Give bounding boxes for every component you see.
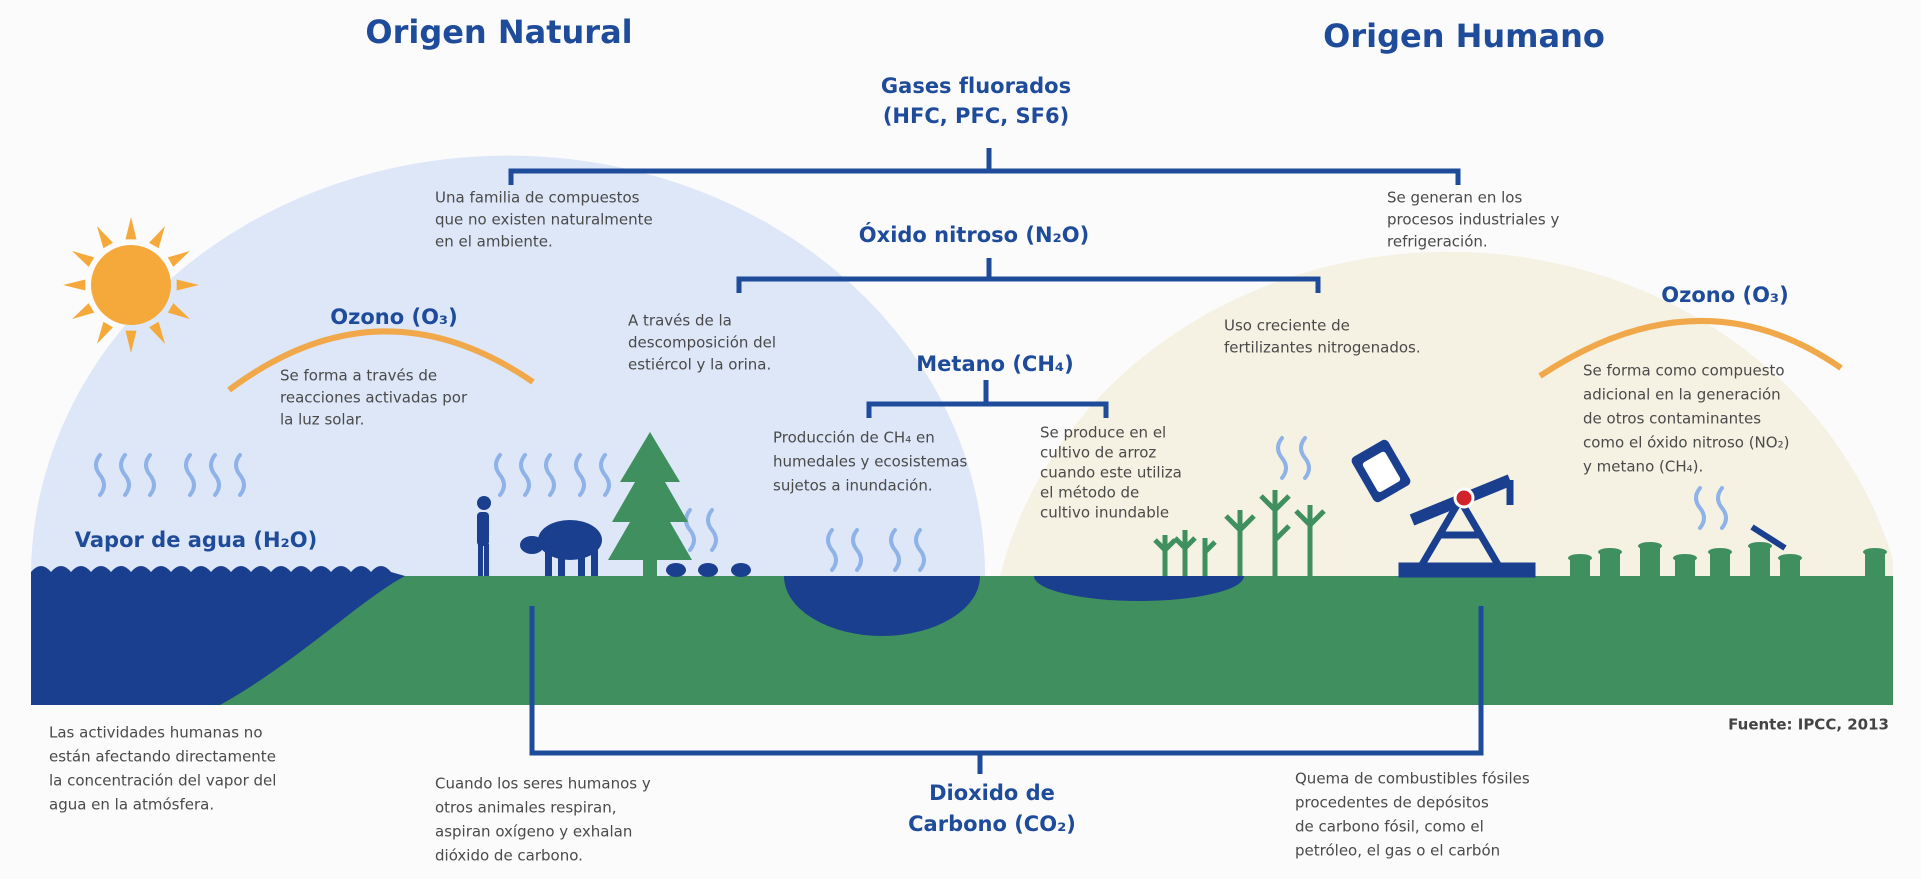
description: Se generan en los (1387, 189, 1522, 207)
cow-part (591, 550, 598, 576)
cow-part (520, 536, 544, 554)
description: el método de (1040, 484, 1139, 502)
oil-pump-part (1402, 566, 1532, 574)
description: adicional en la generación (1583, 386, 1781, 404)
title: Origen Natural (365, 13, 632, 51)
description: Uso creciente de (1224, 317, 1350, 335)
description: de carbono fósil, como el (1295, 818, 1484, 836)
description: y metano (CH₄). (1583, 458, 1703, 476)
stump (1640, 546, 1660, 576)
description: cuando este utiliza (1040, 464, 1182, 482)
heading: Carbono (CO₂) (908, 812, 1076, 836)
stump-top (1778, 554, 1802, 562)
heading: Vapor de agua (H₂O) (75, 528, 317, 552)
description: petróleo, el gas o el carbón (1295, 842, 1500, 860)
stump-top (1748, 542, 1772, 550)
heading: Ozono (O₃) (1661, 283, 1788, 307)
manure-part (731, 563, 751, 577)
stump-top (1708, 548, 1732, 556)
description: sujetos a inundación. (773, 477, 933, 495)
person-part (477, 512, 489, 546)
heading: Ozono (O₃) (330, 305, 457, 329)
cow-part (578, 550, 585, 576)
description: Se forma a través de (280, 367, 437, 385)
stump-top (1598, 548, 1622, 556)
description: Cuando los seres humanos y (435, 775, 651, 793)
description: en el ambiente. (435, 233, 553, 251)
stump-top (1863, 548, 1887, 556)
description: estiércol y la orina. (628, 356, 771, 374)
heading: Metano (CH₄) (916, 352, 1073, 376)
description: agua en la atmósfera. (49, 796, 214, 814)
heading: (HFC, PFC, SF6) (883, 104, 1069, 128)
description: como el óxido nitroso (NO₂) (1583, 434, 1789, 452)
manure (666, 563, 751, 577)
person-part (484, 544, 489, 576)
description: procedentes de depósitos (1295, 794, 1489, 812)
description: cultivo de arroz (1040, 444, 1156, 462)
stump-top (1568, 554, 1592, 562)
source: Fuente: IPCC, 2013 (1728, 716, 1889, 734)
description: procesos industriales y (1387, 211, 1559, 229)
description: Quema de combustibles fósiles (1295, 770, 1530, 788)
stump (1750, 546, 1770, 576)
description: de otros contaminantes (1583, 410, 1761, 428)
person-part (478, 544, 483, 576)
description: que no existen naturalmente (435, 211, 653, 229)
description: aspiran oxígeno y exhalan (435, 823, 632, 841)
description: la concentración del vapor del (49, 772, 276, 790)
stump-top (1638, 542, 1662, 550)
description: refrigeración. (1387, 233, 1488, 251)
heading: Óxido nitroso (N₂O) (859, 222, 1089, 247)
page: Origen Natural Origen Humano Gases fluorad… (0, 0, 1921, 879)
description: la luz solar. (280, 411, 364, 429)
description: otros animales respiran, (435, 799, 617, 817)
tree-part (643, 540, 657, 576)
description: descomposición del (628, 334, 776, 352)
sun-part (91, 245, 171, 325)
infographic: Origen Natural Origen Humano Gases fluorad… (0, 0, 1921, 879)
heading: Dioxido de (929, 781, 1055, 805)
stump-top (1673, 554, 1697, 562)
description: Se produce en el (1040, 424, 1166, 442)
pump-pivot (1455, 489, 1473, 507)
description: dióxido de carbono. (435, 847, 583, 865)
manure-part (698, 563, 718, 577)
cow-part (545, 550, 552, 576)
description: Una familia de compuestos (435, 189, 640, 207)
person-part (477, 496, 491, 510)
description: humedales y ecosistemas (773, 453, 968, 471)
description: están afectando directamente (49, 748, 276, 766)
description: Se forma como compuesto (1583, 362, 1785, 380)
title: Origen Humano (1323, 17, 1605, 55)
description: cultivo inundable (1040, 504, 1169, 522)
heading: Gases fluorados (881, 74, 1071, 98)
cow-part (558, 550, 565, 576)
description: Las actividades humanas no (49, 724, 263, 742)
description: fertilizantes nitrogenados. (1224, 339, 1421, 357)
description: A través de la (628, 312, 732, 330)
description: reacciones activadas por (280, 389, 468, 407)
manure-part (666, 563, 686, 577)
description: Producción de CH₄ en (773, 429, 935, 447)
